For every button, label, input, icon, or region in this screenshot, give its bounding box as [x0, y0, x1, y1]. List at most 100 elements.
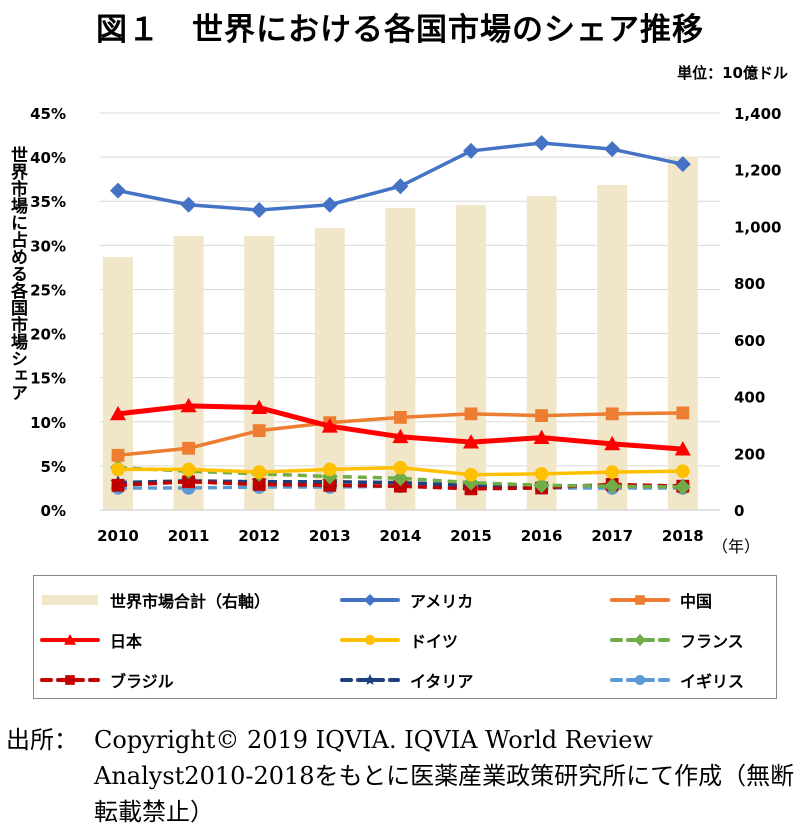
legend-swatch	[610, 674, 670, 686]
data-point	[252, 478, 266, 491]
data-point	[392, 428, 409, 444]
legend-label: フランス	[680, 632, 744, 651]
data-point	[181, 462, 196, 477]
data-point	[604, 478, 621, 495]
left-tick-label: 10%	[30, 414, 66, 432]
data-point	[111, 462, 125, 477]
left-tick-label: 45%	[30, 105, 66, 123]
data-point	[392, 470, 409, 487]
bar-world-market	[597, 185, 628, 510]
x-tick-label: 2010	[97, 527, 139, 545]
left-tick-label: 15%	[30, 370, 66, 388]
x-tick-label: 2011	[168, 527, 210, 545]
data-point	[251, 202, 268, 219]
legend-swatch	[40, 675, 100, 685]
data-point	[321, 196, 338, 213]
data-point	[463, 434, 479, 449]
legend-marker	[364, 634, 376, 646]
series-4	[110, 459, 691, 496]
left-tick-label: 20%	[30, 326, 66, 344]
legend-swatch	[610, 634, 670, 646]
data-point	[464, 467, 478, 482]
left-tick-label: 5%	[41, 458, 66, 476]
series-line	[118, 484, 683, 490]
x-tick-label: 2017	[591, 527, 633, 545]
legend-marker	[64, 634, 76, 645]
x-tick-label: 2016	[521, 527, 563, 545]
legend-item: イタリア	[338, 668, 473, 692]
chart-title: 図１ 世界における各国市場のシェア推移	[96, 12, 704, 48]
right-tick-label: 800	[734, 275, 765, 293]
y-axis-title: 世界市場に占める各国市場シェア	[7, 146, 27, 401]
left-tick-label: 25%	[30, 281, 66, 299]
data-point	[180, 397, 197, 413]
data-point	[535, 409, 548, 423]
chart-plot: 0% 5% 10% 15% 20% 25% 30% 35% 40% 45% 0 200 400 600 80…	[30, 105, 781, 556]
legend-label: 日本	[110, 632, 143, 651]
bar-world-market	[456, 205, 486, 511]
data-point	[110, 405, 126, 421]
data-point	[605, 465, 619, 479]
right-tick-label: 1,400	[734, 105, 781, 123]
right-tick-label: 200	[734, 445, 765, 463]
data-point	[674, 156, 691, 173]
legend-label: 世界市場合計（右軸）	[110, 592, 271, 611]
data-point	[393, 460, 408, 475]
legend-label: ブラジル	[110, 672, 174, 691]
legend-item: 世界市場合計（右軸）	[38, 588, 270, 612]
left-tick-label: 40%	[30, 149, 66, 167]
x-tick-label: 2012	[238, 527, 280, 545]
legend-label: 中国	[680, 592, 713, 611]
legend-marker	[634, 634, 646, 646]
data-point	[182, 475, 195, 489]
data-point	[605, 407, 619, 421]
data-point	[464, 407, 478, 421]
legend: 世界市場合計（右軸） アメリカ 中国日本 ドイツ フランスブラジル イタリア イギリス	[33, 575, 777, 699]
legend-marker	[635, 595, 645, 605]
source-label: 出所：	[6, 726, 78, 754]
series-0	[110, 134, 691, 219]
data-point	[674, 441, 691, 456]
series-2	[110, 397, 691, 456]
legend-marker	[364, 594, 376, 606]
legend-swatch	[40, 634, 100, 645]
legend-marker	[65, 675, 75, 685]
x-tick-label: 2015	[450, 527, 492, 545]
legend-label: イギリス	[680, 672, 745, 691]
legend-item: フランス	[608, 628, 744, 652]
data-point	[394, 410, 407, 424]
data-point	[533, 429, 550, 445]
data-point	[392, 178, 409, 195]
x-tick-label: 2018	[662, 527, 704, 545]
data-point	[533, 477, 550, 494]
right-tick-label: 600	[734, 332, 765, 350]
legend-label: アメリカ	[410, 592, 474, 611]
legend-item: イギリス	[608, 668, 744, 692]
legend-marker	[364, 674, 376, 685]
legend-swatch	[42, 595, 98, 605]
series-3	[111, 460, 690, 482]
x-tick-label: 2014	[380, 527, 422, 545]
data-point	[604, 435, 621, 451]
legend-swatch	[610, 595, 670, 605]
data-point	[182, 441, 195, 455]
legend-label: ドイツ	[410, 632, 459, 651]
data-point	[180, 196, 197, 213]
bar-world-market	[526, 196, 557, 510]
data-point	[323, 478, 337, 492]
left-tick-label: 0%	[41, 502, 66, 520]
bar-world-market	[667, 156, 698, 511]
source-text: Copyright© 2019 IQVIA. IQVIA World Revie…	[94, 726, 795, 826]
data-point	[111, 448, 125, 462]
legend-swatch	[340, 634, 400, 646]
legend-swatch	[340, 674, 400, 685]
data-point	[252, 424, 266, 437]
data-point	[463, 142, 479, 159]
data-point	[321, 418, 338, 433]
legend-item: ドイツ	[338, 628, 458, 652]
legend-item: アメリカ	[338, 588, 473, 612]
data-point	[323, 462, 337, 477]
data-point	[110, 182, 126, 199]
data-point	[111, 478, 125, 492]
x-tick-label: 2013	[309, 527, 351, 545]
